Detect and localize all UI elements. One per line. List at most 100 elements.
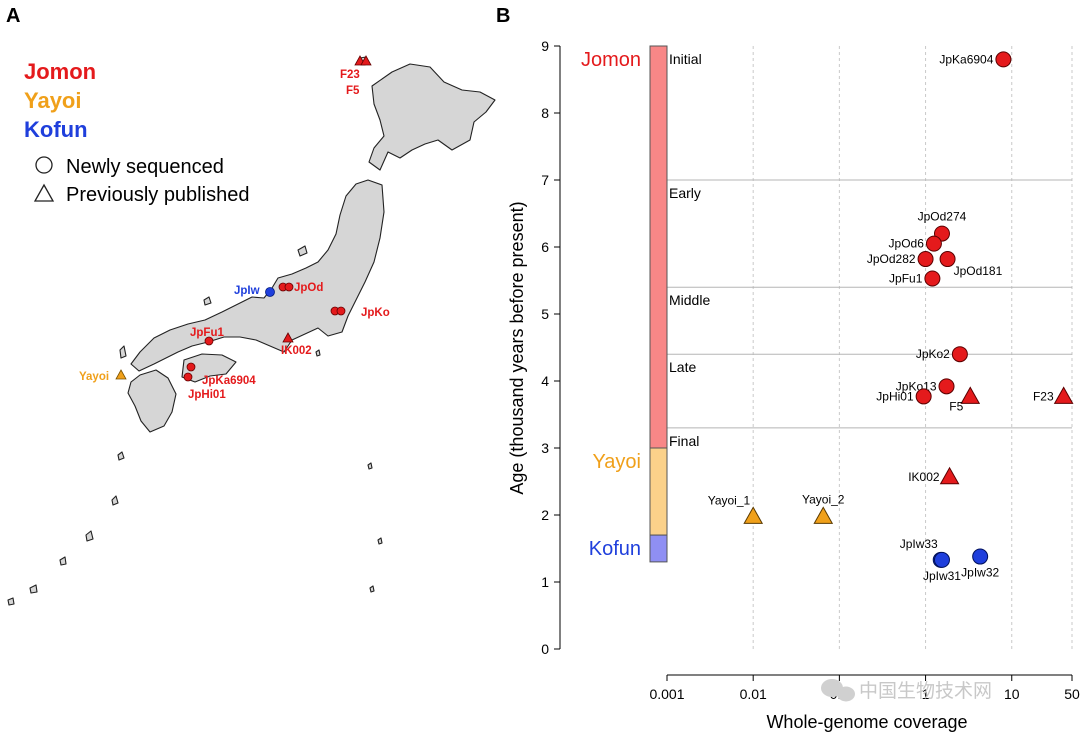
ryukyu-4 — [59, 556, 67, 566]
phase-label-early: Early — [669, 185, 701, 201]
site-marker-yayoi — [115, 369, 127, 380]
panel-b-letter: B — [496, 5, 510, 27]
phase-label-initial: Initial — [669, 51, 702, 67]
point-jphi01 — [915, 388, 932, 405]
hokkaido-island — [368, 63, 496, 171]
point-yayoi-2 — [813, 506, 834, 524]
watermark: 中国生物技术网 — [821, 679, 992, 702]
site-label-jpko: JpKo — [361, 307, 390, 319]
east-island-2 — [367, 462, 373, 470]
point-jpiw31 — [933, 551, 950, 568]
site-marker-jpod-2 — [284, 282, 294, 292]
period-label-jomon: Jomon — [581, 49, 641, 71]
point-label-ik002: IK002 — [908, 470, 940, 484]
point-jpod181 — [939, 251, 956, 268]
site-label-jpiw: JpIw — [234, 285, 260, 297]
tsushima-island — [119, 345, 127, 359]
ryukyu-5 — [29, 584, 38, 594]
point-label-jphi01: JpHi01 — [876, 389, 914, 403]
y-axis-title: Age (thousand years before present) — [507, 201, 527, 494]
x-tick-label-1: 1 — [922, 686, 930, 702]
x-tick-label-0-01: 0.01 — [740, 686, 767, 702]
y-tick-label-7: 7 — [541, 172, 549, 188]
point-label-jpod274: JpOd274 — [918, 210, 967, 224]
point-jpko13 — [938, 378, 955, 395]
point-label-yayoi-2: Yayoi_2 — [802, 492, 845, 506]
site-marker-jpiw — [265, 287, 275, 297]
site-label-ik002: IK002 — [281, 345, 312, 357]
point-yayoi-1 — [743, 506, 764, 524]
site-marker-f5 — [360, 55, 372, 66]
site-marker-jphi01 — [183, 372, 193, 382]
point-jpko2 — [951, 346, 968, 363]
panel-b: B Age (thousand years before present) Wh… — [496, 5, 1080, 732]
ryukyu-2 — [111, 495, 119, 506]
plot-area: Initial Early Middle Late Final Jomon Yayoi Kof… — [541, 38, 1080, 702]
point-label-jpfu1: JpFu1 — [889, 271, 923, 285]
point-jpfu1 — [924, 270, 941, 287]
legend-circle-icon — [35, 156, 53, 174]
japan-map — [7, 56, 496, 606]
point-jpod282 — [917, 251, 934, 268]
point-label-jpiw31: JpIw31 — [923, 569, 961, 583]
y-tick-label-6: 6 — [541, 239, 549, 255]
kyushu-island — [127, 369, 177, 433]
legend-kofun: Kofun — [24, 117, 88, 142]
site-marker-jpfu1 — [204, 336, 214, 346]
legend-jomon: Jomon — [24, 59, 96, 84]
point-label-jpiw33: JpIw33 — [900, 537, 938, 551]
ryukyu-1 — [117, 451, 125, 461]
site-marker-jpka6904 — [186, 362, 196, 372]
legend-triangle-icon — [33, 183, 55, 202]
period-bar-yayoi — [649, 447, 668, 536]
map-site-labels: F23 F5 JpIw JpOd JpKo JpFu1 IK002 Yayoi … — [79, 69, 390, 401]
period-bar-jomon — [649, 45, 668, 449]
y-tick-label-1: 1 — [541, 574, 549, 590]
point-label-jpiw32: JpIw32 — [961, 566, 999, 580]
honshu-island — [130, 179, 385, 372]
y-tick-label-2: 2 — [541, 507, 549, 523]
watermark-text: 中国生物技术网 — [859, 680, 992, 702]
point-label-jpod282: JpOd282 — [867, 252, 916, 266]
phase-label-final: Final — [669, 433, 699, 449]
point-label-jpka6904: JpKa6904 — [939, 52, 993, 66]
site-marker-ik002 — [282, 332, 294, 343]
x-axis-title: Whole-genome coverage — [766, 712, 967, 732]
panel-a: A Jomon Yayoi Kofun Newly sequenced Prev… — [6, 5, 496, 606]
y-tick-label-4: 4 — [541, 373, 549, 389]
y-tick-label-3: 3 — [541, 440, 549, 456]
phase-label-middle: Middle — [669, 292, 710, 308]
period-label-kofun: Kofun — [589, 538, 641, 560]
point-label-jpod181: JpOd181 — [954, 264, 1003, 278]
y-tick-label-9: 9 — [541, 38, 549, 54]
ryukyu-6 — [7, 597, 15, 606]
site-label-f23: F23 — [340, 69, 360, 81]
point-jpka6904 — [995, 51, 1012, 68]
x-tick-label-10: 10 — [1004, 686, 1020, 702]
panel-a-letter: A — [6, 5, 20, 27]
period-label-yayoi: Yayoi — [592, 451, 641, 473]
legend-yayoi: Yayoi — [24, 88, 81, 113]
legend-previously-published: Previously published — [66, 184, 249, 206]
site-marker-jpko-2 — [336, 306, 346, 316]
site-label-yayoi: Yayoi — [79, 371, 109, 383]
point-f5 — [960, 386, 981, 404]
site-label-jphi01: JpHi01 — [188, 389, 226, 401]
x-tick-label-0-001: 0.001 — [649, 686, 684, 702]
point-jpod6 — [925, 235, 942, 252]
y-tick-label-0: 0 — [541, 641, 549, 657]
legend-newly-sequenced: Newly sequenced — [66, 156, 224, 178]
point-label-f5: F5 — [949, 399, 963, 413]
site-label-jpka6904: JpKa6904 — [202, 375, 256, 387]
izu-island — [315, 349, 321, 357]
ryukyu-3 — [85, 530, 94, 542]
y-tick-label-8: 8 — [541, 105, 549, 121]
oki-island — [203, 296, 212, 306]
daito-island — [369, 585, 375, 593]
period-bar-kofun — [649, 534, 668, 563]
x-tick-label-50: 50 — [1064, 686, 1080, 702]
point-label-jpko2: JpKo2 — [916, 347, 950, 361]
point-label-f23: F23 — [1033, 389, 1054, 403]
point-label-jpod6: JpOd6 — [889, 237, 925, 251]
